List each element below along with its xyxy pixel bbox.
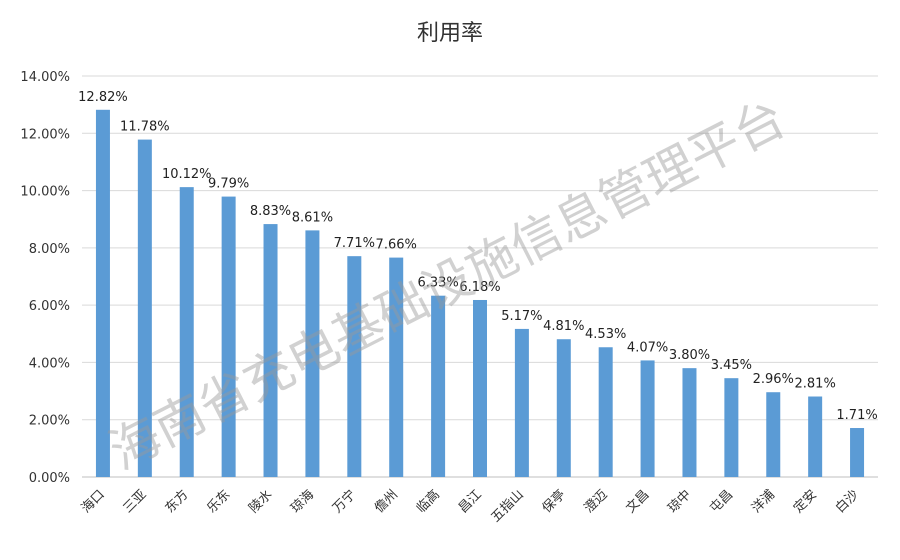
bar	[473, 299, 487, 477]
bar	[305, 230, 320, 477]
x-category-label: 文昌	[623, 487, 652, 516]
data-label: 5.17%	[501, 309, 542, 324]
bar	[724, 378, 739, 477]
bar	[850, 428, 865, 477]
y-tick-label: 10.00%	[20, 185, 70, 200]
data-label: 4.81%	[543, 319, 584, 334]
x-category-label: 乐东	[204, 487, 233, 516]
x-category-label: 琼中	[665, 487, 694, 516]
bar	[598, 347, 613, 477]
bar	[389, 257, 404, 477]
bar	[179, 187, 194, 478]
x-category-label: 昌江	[456, 487, 485, 516]
data-label: 3.45%	[711, 358, 752, 373]
data-label: 2.96%	[753, 372, 794, 387]
x-category-label: 东方	[162, 487, 192, 517]
y-tick-label: 12.00%	[20, 127, 70, 142]
x-axis-categories: 海口 三亚 东方 乐东 陵水 琼海 万宁 儋州 临高 昌江 五指山 保亭 澄迈 文昌 琼中 屯昌 洋浦 定安 白沙	[79, 487, 862, 526]
x-category-label: 万宁	[329, 487, 359, 517]
x-category-label: 定安	[791, 487, 820, 516]
bar	[221, 196, 236, 477]
x-category-label: 白沙	[832, 487, 862, 517]
data-label: 6.18%	[459, 280, 500, 295]
x-category-label: 三亚	[121, 487, 150, 516]
data-label: 4.07%	[627, 340, 668, 355]
data-label: 7.66%	[376, 238, 417, 253]
bar	[263, 224, 278, 477]
x-category-label: 临高	[413, 487, 443, 517]
bar	[95, 109, 110, 477]
bars	[95, 109, 865, 478]
x-category-label: 儋州	[372, 487, 401, 516]
data-label: 9.79%	[208, 177, 249, 192]
x-category-label: 海口	[79, 487, 108, 516]
y-tick-label: 8.00%	[29, 242, 70, 257]
y-tick-label: 0.00%	[29, 471, 70, 486]
data-label: 6.33%	[417, 276, 458, 291]
bar	[682, 368, 697, 477]
data-label: 7.71%	[334, 236, 375, 251]
data-label: 4.53%	[585, 327, 626, 342]
y-tick-label: 14.00%	[20, 70, 70, 85]
bar	[347, 256, 362, 477]
x-category-label: 陵水	[246, 487, 275, 516]
bar	[556, 339, 571, 477]
data-label: 8.61%	[292, 210, 333, 225]
data-labels: 12.82% 11.78% 10.12%9.79%8.83% 8.61%7.71% 7.…	[78, 90, 878, 423]
x-category-label: 洋浦	[749, 487, 778, 516]
x-category-label: 琼海	[288, 487, 317, 516]
chart-title: 利用率	[417, 21, 483, 46]
data-label: 10.12%	[162, 167, 212, 182]
y-tick-label: 2.00%	[29, 414, 70, 429]
bar	[766, 392, 781, 477]
data-label: 12.82%	[78, 90, 128, 105]
x-category-label: 保亭	[539, 487, 569, 517]
y-tick-label: 4.00%	[29, 356, 70, 371]
data-label: 1.71%	[836, 408, 877, 423]
bar	[431, 295, 446, 477]
data-label: 8.83%	[250, 204, 291, 219]
data-label: 11.78%	[120, 120, 170, 135]
x-category-label: 澄迈	[582, 487, 611, 516]
data-label: 2.81%	[795, 377, 836, 392]
x-category-label: 五指山	[489, 487, 527, 525]
bar	[137, 139, 152, 477]
bar	[640, 360, 655, 477]
y-tick-label: 6.00%	[29, 299, 70, 314]
y-axis-ticks: 0.00% 2.00% 4.00% 6.00% 8.00% 10.00% 12.00% 14.…	[20, 70, 70, 486]
bar	[514, 328, 529, 477]
data-label: 3.80%	[669, 348, 710, 363]
x-category-label: 屯昌	[707, 487, 736, 516]
bar	[808, 396, 823, 477]
